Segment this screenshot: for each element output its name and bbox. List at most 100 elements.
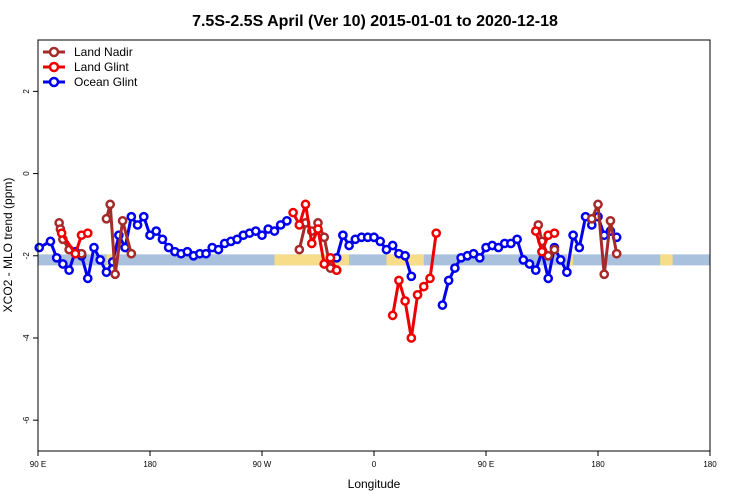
- data-point: [568, 230, 578, 241]
- data-point: [64, 265, 74, 276]
- data-point: [412, 289, 423, 300]
- data-point: [201, 248, 211, 259]
- data-point: [95, 255, 106, 265]
- data-point: [110, 269, 121, 280]
- data-point: [524, 259, 535, 269]
- data-point: [126, 211, 137, 222]
- x-tick-label: 180: [591, 460, 605, 469]
- data-point: [82, 273, 93, 284]
- data-point: [375, 236, 386, 247]
- data-point: [387, 240, 398, 251]
- data-point: [549, 228, 560, 239]
- data-point: [51, 252, 62, 263]
- data-point: [269, 226, 280, 236]
- data-point: [406, 333, 417, 343]
- band-0: [38, 254, 710, 266]
- data-point: [306, 238, 317, 249]
- data-point: [338, 230, 348, 241]
- data-point: [593, 199, 603, 210]
- data-point: [331, 265, 342, 276]
- data-point: [151, 226, 162, 236]
- y-tick-label: 0: [22, 171, 31, 176]
- data-point: [574, 242, 585, 253]
- data-point: [182, 246, 193, 257]
- data-point: [431, 228, 442, 239]
- legend-label: Ocean Glint: [74, 75, 138, 89]
- legend-item: Ocean Glint: [43, 75, 138, 89]
- data-point: [294, 244, 305, 255]
- data-point: [400, 250, 410, 261]
- band-5: [660, 254, 673, 266]
- series-land-glint: [56, 199, 560, 343]
- y-tick-label: -4: [22, 334, 31, 342]
- plot-frame: [37, 39, 711, 452]
- data-point: [599, 269, 610, 280]
- data-point: [56, 228, 67, 239]
- data-point: [250, 226, 261, 236]
- data-point: [275, 220, 286, 230]
- x-tick-label: 90 E: [478, 460, 494, 469]
- data-point: [468, 248, 479, 259]
- data-point: [300, 199, 311, 210]
- data-point: [543, 273, 554, 284]
- data-point: [325, 252, 336, 263]
- data-point: [157, 234, 168, 245]
- data-point: [105, 199, 116, 210]
- y-tick-label: -6: [22, 416, 31, 424]
- data-point: [369, 232, 379, 243]
- data-point: [288, 207, 298, 218]
- data-point: [443, 275, 454, 286]
- x-axis: 90 E 180 90 W 0 90 E 180 180: [30, 451, 717, 469]
- data-point: [117, 215, 128, 226]
- data-point: [213, 244, 224, 255]
- data-point: [518, 255, 529, 265]
- data-point: [381, 244, 392, 255]
- y-axis-label: XCO2 - MLO trend (ppm): [1, 178, 15, 313]
- data-point: [530, 265, 541, 276]
- y-tick-label: -2: [22, 252, 31, 260]
- data-point: [406, 271, 417, 282]
- x-tick-label: 90 W: [253, 460, 272, 469]
- data-point: [34, 242, 45, 253]
- data-point: [586, 213, 597, 224]
- data-point: [562, 267, 572, 278]
- data-point: [437, 300, 448, 310]
- x-axis-label: Longitude: [348, 477, 401, 491]
- x-tick-label: 90 E: [30, 460, 46, 469]
- band-2: [274, 254, 350, 266]
- data-point: [512, 234, 522, 245]
- data-point: [145, 230, 155, 241]
- legend-item: Land Nadir: [43, 45, 133, 59]
- data-point: [232, 234, 242, 245]
- data-point: [474, 252, 485, 263]
- data-point: [394, 275, 404, 286]
- data-point: [126, 248, 137, 259]
- data-point: [89, 242, 99, 253]
- legend-swatch-marker: [48, 46, 60, 58]
- data-point: [70, 248, 81, 259]
- data-point: [530, 226, 541, 236]
- data-point: [543, 250, 554, 261]
- data-point: [387, 310, 398, 321]
- data-point: [418, 281, 429, 292]
- legend-label: Land Glint: [74, 60, 129, 74]
- data-point: [555, 255, 566, 265]
- data-point: [101, 267, 112, 278]
- data-point: [294, 220, 305, 230]
- x-tick-label: 0: [372, 460, 377, 469]
- data-point: [425, 273, 435, 284]
- legend-item: Land Glint: [43, 60, 129, 74]
- series-layer: [34, 199, 622, 343]
- data-point: [58, 259, 68, 269]
- legend-swatch-marker: [48, 76, 60, 88]
- data-point: [45, 236, 56, 247]
- y-tick-label: 2: [22, 89, 31, 94]
- data-point: [138, 211, 149, 222]
- data-point: [400, 296, 410, 306]
- legend-swatch-marker: [48, 61, 60, 73]
- y-axis: 2 0 -2 -4 -6: [22, 89, 38, 424]
- data-point: [101, 213, 112, 224]
- data-point: [537, 246, 547, 257]
- data-point: [493, 242, 504, 253]
